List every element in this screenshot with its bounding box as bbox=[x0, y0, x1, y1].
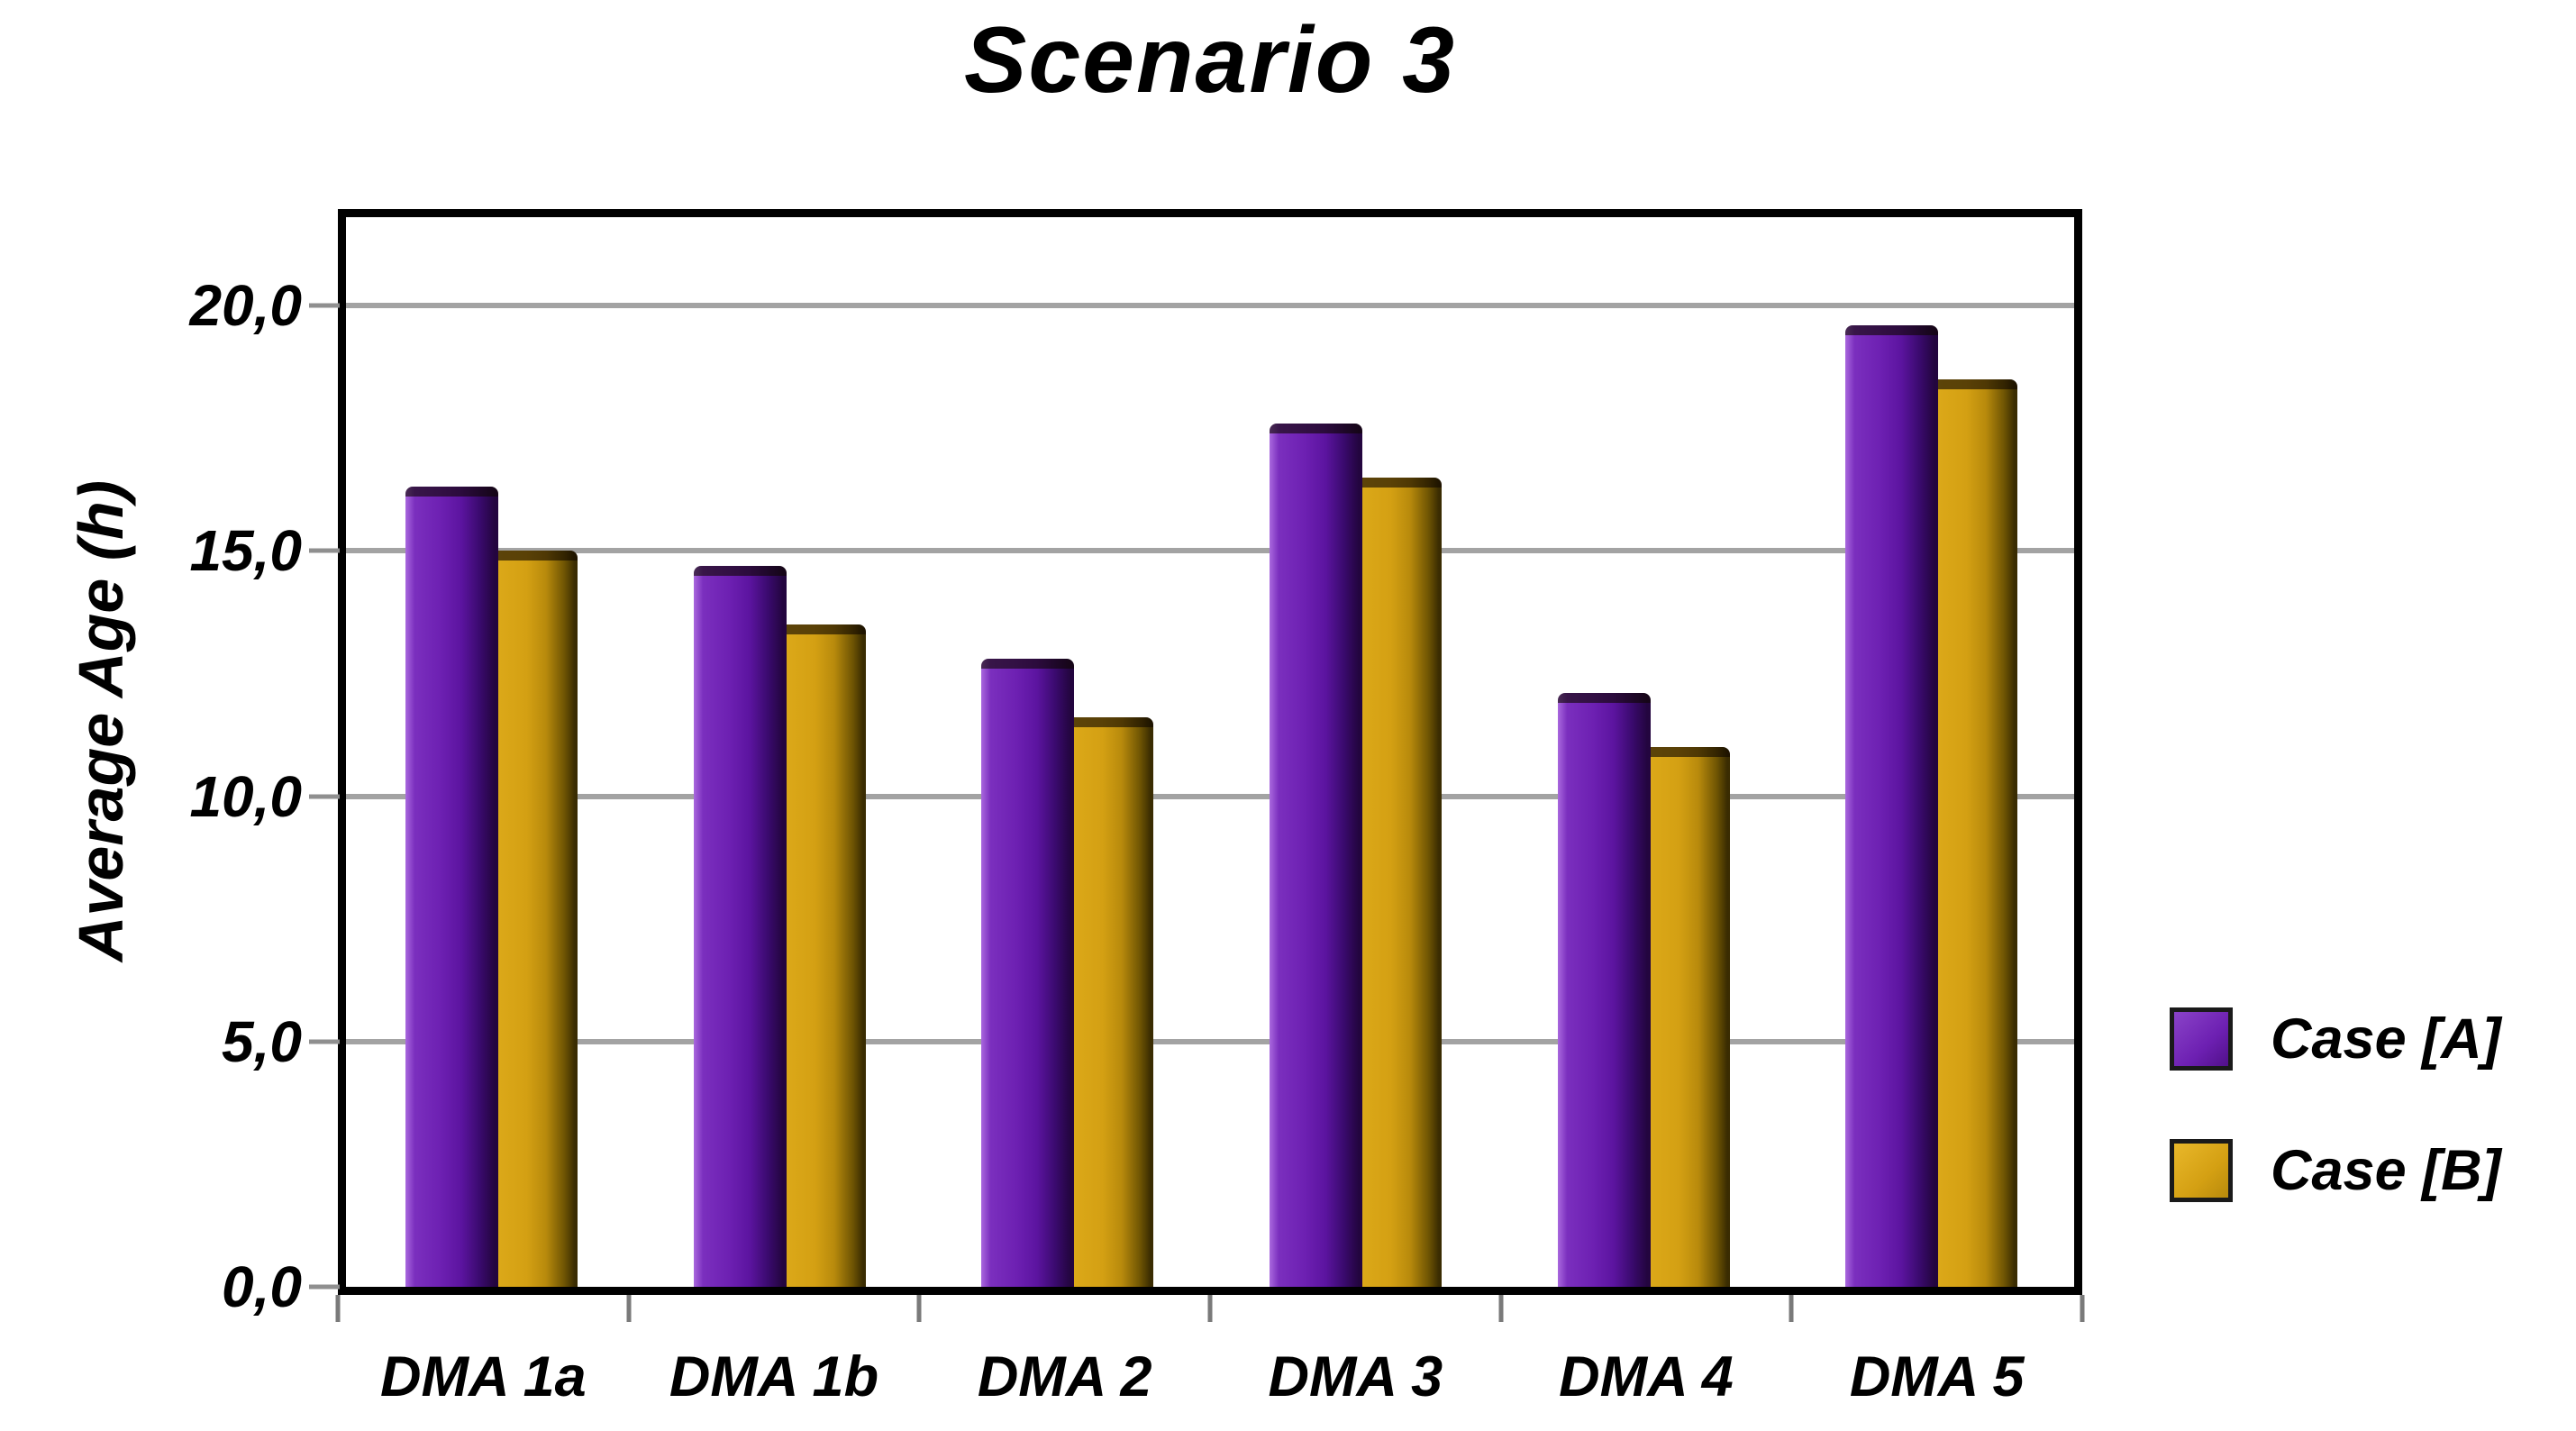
legend-label: Case [A] bbox=[2271, 1007, 2501, 1071]
gridline-20 bbox=[346, 303, 2074, 308]
y-tick-mark bbox=[309, 1039, 340, 1044]
plot-area bbox=[338, 209, 2082, 1295]
bar-DMA 3-Case [A] bbox=[1269, 423, 1362, 1287]
x-tick-mark bbox=[335, 1295, 341, 1322]
x-tick-mark bbox=[1498, 1295, 1504, 1322]
x-tick-label-DMA 1a: DMA 1a bbox=[379, 1345, 587, 1408]
gridline-15 bbox=[346, 548, 2074, 554]
gridline-5 bbox=[346, 1038, 2074, 1044]
bar-DMA 1b-Case [B] bbox=[772, 624, 866, 1287]
bar-DMA 1b-Case [A] bbox=[693, 565, 787, 1287]
x-tick-label-DMA 4: DMA 4 bbox=[1559, 1345, 1734, 1408]
x-tick-mark bbox=[626, 1295, 632, 1322]
legend-label: Case [B] bbox=[2271, 1139, 2501, 1202]
x-tick-label-DMA 5: DMA 5 bbox=[1849, 1345, 2025, 1408]
bar-DMA 4-Case [A] bbox=[1557, 693, 1651, 1287]
legend-swatch-Case [A] bbox=[2170, 1007, 2233, 1071]
x-tick-mark bbox=[916, 1295, 922, 1322]
bar-DMA 5-Case [A] bbox=[1845, 324, 1939, 1287]
chart-title: Scenario 3 bbox=[963, 8, 1457, 113]
bar-DMA 2-Case [B] bbox=[1060, 717, 1154, 1287]
gridline-10 bbox=[346, 793, 2074, 799]
x-tick-label-DMA 3: DMA 3 bbox=[1268, 1345, 1443, 1408]
bar-DMA 3-Case [B] bbox=[1348, 477, 1442, 1287]
y-tick-label: 20,0 bbox=[189, 273, 302, 338]
x-tick-mark bbox=[2080, 1295, 2085, 1322]
bar-DMA 5-Case [B] bbox=[1925, 378, 2018, 1287]
y-tick-mark bbox=[309, 794, 340, 798]
y-tick-label: 10,0 bbox=[189, 763, 302, 829]
y-tick-mark bbox=[309, 303, 340, 308]
x-tick-label-DMA 1b: DMA 1b bbox=[669, 1345, 879, 1408]
y-tick-mark bbox=[309, 1284, 340, 1290]
y-tick-label: 5,0 bbox=[222, 1008, 302, 1074]
x-tick-mark bbox=[1789, 1295, 1794, 1322]
bar-DMA 1a-Case [A] bbox=[405, 487, 498, 1287]
bar-DMA 2-Case [A] bbox=[981, 659, 1075, 1287]
y-tick-mark bbox=[309, 548, 340, 553]
bar-DMA 4-Case [B] bbox=[1636, 747, 1730, 1287]
x-tick-label-DMA 2: DMA 2 bbox=[977, 1345, 1152, 1408]
bar-DMA 1a-Case [B] bbox=[484, 551, 578, 1287]
y-tick-label: 15,0 bbox=[189, 518, 302, 584]
x-tick-mark bbox=[1207, 1295, 1213, 1322]
legend-swatch-Case [B] bbox=[2170, 1139, 2233, 1202]
y-tick-label: 0,0 bbox=[222, 1254, 302, 1319]
